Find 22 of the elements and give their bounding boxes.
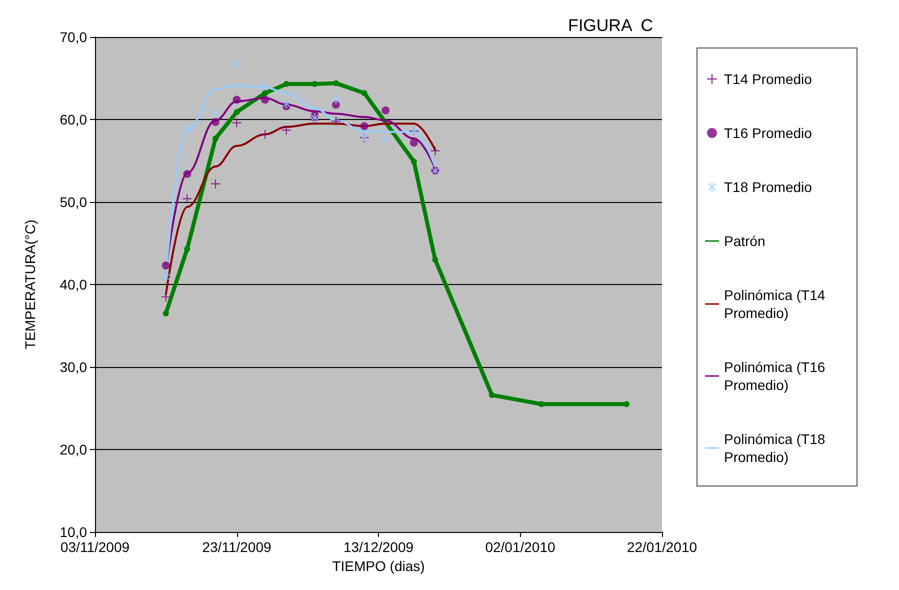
x-axis-title: TIEMPO (dias) bbox=[332, 558, 425, 574]
chart-title: FIGURA C bbox=[568, 16, 654, 35]
x-tick-label: 03/11/2009 bbox=[60, 539, 130, 555]
y-tick-label: 70,0 bbox=[60, 29, 88, 45]
legend-label: Polinómica (T14 Promedio) bbox=[724, 287, 830, 321]
legend-label: Patrón bbox=[724, 233, 766, 249]
y-axis-title: TEMPERATURA(°C) bbox=[22, 220, 38, 350]
y-tick-label: 60,0 bbox=[60, 112, 88, 128]
legend-label: T14 Promedio bbox=[724, 71, 812, 87]
legend-label: T18 Promedio bbox=[724, 179, 812, 195]
legend-label: Polinómica (T18 Promedio) bbox=[724, 431, 830, 465]
legend-label: T16 Promedio bbox=[724, 125, 812, 141]
y-tick-label: 50,0 bbox=[60, 194, 88, 210]
x-tick-label: 13/12/2009 bbox=[343, 539, 414, 555]
x-tick-label: 02/01/2010 bbox=[485, 539, 556, 555]
legend-label: Polinómica (T16 Promedio) bbox=[724, 359, 830, 393]
x-tick-label: 23/11/2009 bbox=[202, 539, 272, 555]
x-tick-label: 22/01/2010 bbox=[626, 539, 698, 555]
y-tick-label: 30,0 bbox=[60, 359, 88, 375]
y-tick-label: 40,0 bbox=[60, 276, 88, 292]
y-tick-label: 20,0 bbox=[60, 442, 88, 458]
y-tick-label: 10,0 bbox=[60, 524, 88, 540]
